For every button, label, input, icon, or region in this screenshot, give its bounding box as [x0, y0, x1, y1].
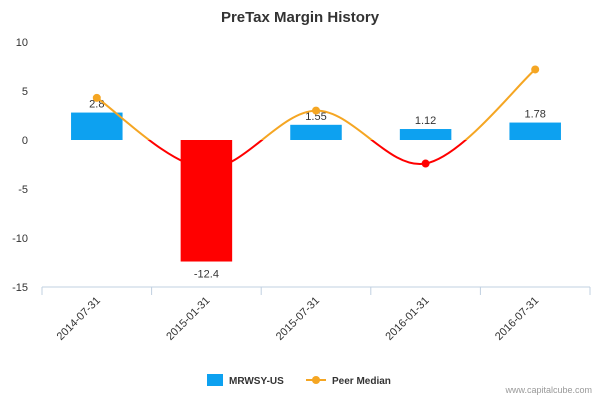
- peer-median-point: [421, 159, 430, 168]
- bar: [509, 122, 561, 140]
- x-tick-label: 2014-07-31: [55, 295, 103, 343]
- bar-data-label: 1.55: [305, 111, 326, 123]
- y-tick-label: -15: [12, 282, 28, 294]
- credit-text: www.capitalcube.com: [504, 385, 592, 395]
- chart-title: PreTax Margin History: [221, 9, 380, 26]
- y-tick-label: 5: [22, 86, 28, 98]
- legend-marker-peer-median: [312, 376, 320, 384]
- bar: [180, 140, 233, 262]
- bar-data-labels: 2.8-12.41.55 1.121.78: [89, 99, 546, 281]
- x-axis: 2014-07-31 2015-01-31 2015-07-31 2016-01-31…: [41, 286, 591, 343]
- legend-label-peer-median: Peer Median: [332, 376, 391, 387]
- legend-swatch-mrwsy: [207, 374, 223, 386]
- x-tick-label: 2015-07-31: [274, 295, 322, 343]
- y-tick-label: -5: [18, 184, 28, 196]
- peer-median-point: [531, 65, 540, 74]
- legend: MRWSY-US Peer Median: [207, 374, 391, 387]
- x-tick-label: 2015-01-31: [164, 295, 212, 343]
- bar-series: [71, 112, 561, 262]
- peer-median-point: [202, 164, 211, 173]
- y-tick-label: 0: [22, 135, 28, 147]
- y-tick-label: 10: [16, 37, 28, 49]
- bar-data-label: 1.12: [415, 115, 436, 127]
- bar-data-label: -12.4: [194, 269, 219, 281]
- peer-median-point: [92, 93, 101, 102]
- peer-median-point: [312, 106, 320, 115]
- bar: [290, 124, 342, 140]
- bar: [399, 129, 452, 140]
- peer-median-points: [92, 65, 540, 173]
- legend-label-mrwsy: MRWSY-US: [229, 376, 284, 387]
- y-tick-label: -10: [12, 233, 28, 245]
- y-axis: 10 5 0 -5 -10 -15: [12, 37, 28, 294]
- peer-median-line-below-zero: [147, 140, 468, 170]
- bar-data-label: 1.78: [524, 109, 545, 121]
- x-tick-label: 2016-01-31: [383, 295, 431, 343]
- bar: [71, 112, 123, 140]
- x-tick-label: 2016-07-31: [493, 295, 541, 343]
